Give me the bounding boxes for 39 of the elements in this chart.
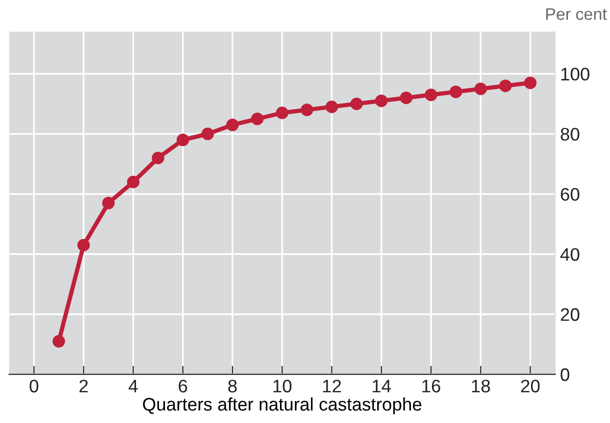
point	[300, 104, 314, 116]
point	[152, 152, 164, 164]
y-tick-label: 80	[560, 128, 580, 141]
point	[424, 88, 438, 102]
y-axis-title: Per cent	[546, 8, 607, 20]
point	[350, 98, 363, 110]
x-tick-label: 16	[422, 380, 440, 392]
point	[176, 134, 190, 146]
x-tick-label: 6	[178, 380, 188, 392]
point	[474, 82, 487, 96]
point	[102, 196, 115, 210]
point	[450, 86, 462, 98]
x-tick-label: 0	[30, 380, 38, 392]
y-tick-label: 100	[561, 68, 590, 81]
x-tick-label: 2	[79, 380, 88, 392]
point	[276, 106, 288, 120]
x-tick-label: 8	[228, 380, 237, 392]
y-tick-label: 60	[560, 188, 580, 201]
x-axis-title: Quarters after natural castastrophe	[142, 397, 422, 414]
x-tick-label: 12	[323, 380, 341, 392]
point	[326, 100, 338, 114]
point	[251, 112, 264, 126]
x-tick-label: 18	[472, 380, 490, 392]
point	[52, 335, 66, 348]
x-tick-label: 4	[128, 380, 138, 392]
point	[126, 176, 140, 188]
point	[77, 238, 90, 252]
y-tick-label: 0	[560, 368, 570, 382]
point	[201, 128, 214, 140]
point	[524, 76, 537, 90]
x-tick-label: 10	[273, 380, 292, 392]
x-tick-label: 14	[372, 380, 391, 392]
y-tick-label: 40	[560, 248, 580, 261]
x-tick-label: 20	[521, 380, 540, 392]
point	[400, 92, 412, 104]
point	[499, 80, 512, 92]
y-tick-label: 20	[560, 308, 580, 321]
point	[375, 94, 388, 108]
point	[226, 118, 239, 132]
